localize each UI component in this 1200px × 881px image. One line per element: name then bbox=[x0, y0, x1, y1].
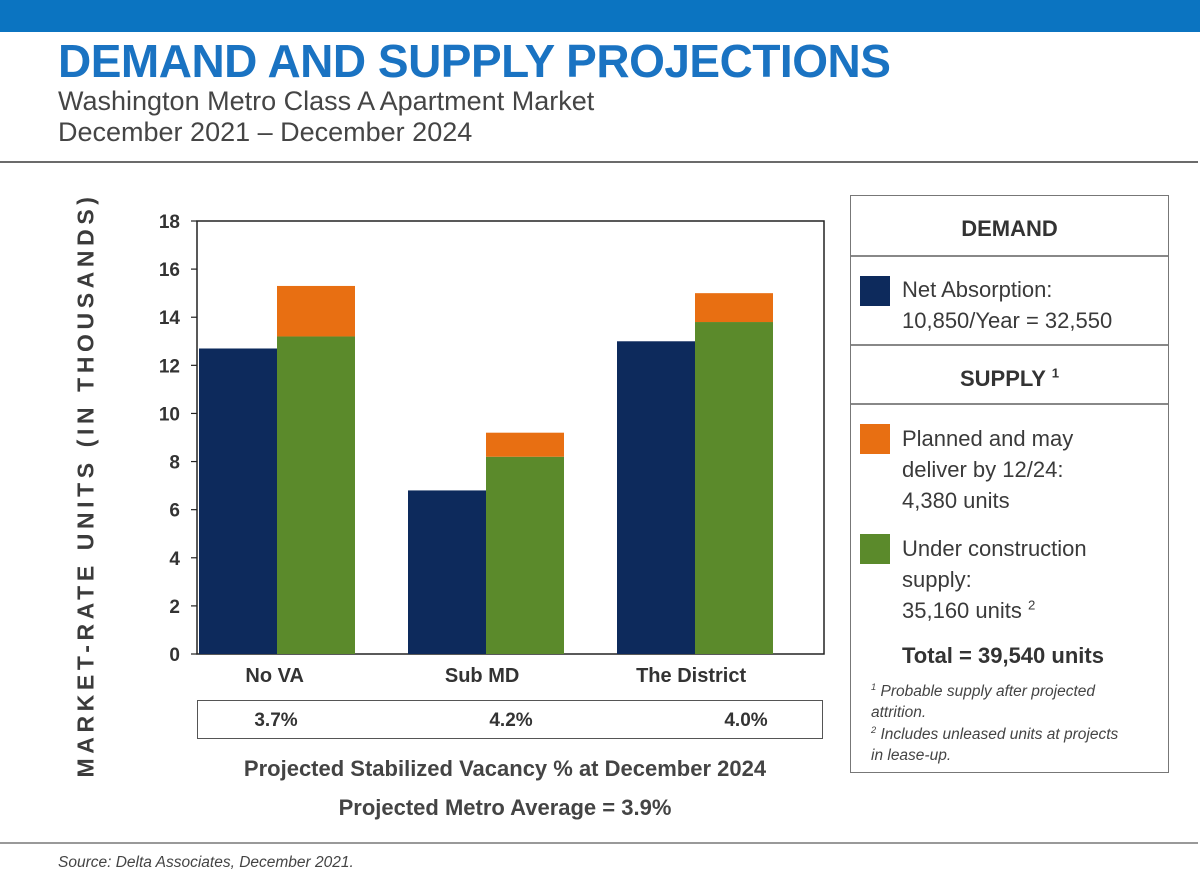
supply-footnote-ref: 1 bbox=[1051, 365, 1060, 381]
legend-supply-header: SUPPLY 1 bbox=[851, 366, 1168, 392]
vacancy-caption: Projected Stabilized Vacancy % at Decemb… bbox=[243, 756, 767, 781]
y-tick-label: 8 bbox=[169, 453, 180, 474]
bar-planned-and-may-deliver-by-12-24-sub-md bbox=[486, 432, 564, 457]
footnote-2-text: Includes unleased units at projects bbox=[880, 726, 1119, 743]
y-tick-label: 4 bbox=[169, 549, 180, 570]
planned-swatch bbox=[860, 424, 890, 454]
subtitle-period: December 2021 – December 2024 bbox=[58, 117, 473, 147]
footnote-2: 2 Includes unleased units at projects in… bbox=[871, 724, 1118, 766]
legend-panel: DEMAND Net Absorption: 10,850/Year = 32,… bbox=[850, 195, 1169, 773]
footnote-1-line2: attrition. bbox=[871, 704, 927, 721]
legend-total: Total = 39,540 units bbox=[902, 643, 1104, 668]
legend-planned: Planned and may deliver by 12/24: 4,380 … bbox=[902, 423, 1073, 516]
x-category-label-sub-md: Sub MD bbox=[445, 665, 519, 687]
y-tick-label: 14 bbox=[159, 308, 181, 329]
bar-planned-and-may-deliver-by-12-24-no-va bbox=[277, 285, 355, 337]
net-absorption-value: 10,850/Year = 32,550 bbox=[902, 308, 1113, 333]
bar-under-construction-supply-no-va bbox=[277, 336, 355, 654]
page-title: DEMAND AND SUPPLY PROJECTIONS bbox=[58, 35, 891, 87]
footnote-1-line1: 1 Probable supply after projected bbox=[871, 681, 1095, 702]
page-subtitle: Washington Metro Class A Apartment Marke… bbox=[58, 86, 594, 148]
legend-under-construction: Under construction supply: 35,160 units … bbox=[902, 533, 1087, 626]
y-tick-label: 18 bbox=[159, 212, 180, 233]
x-category-label-no-va: No VA bbox=[245, 665, 304, 687]
y-tick-label: 12 bbox=[159, 356, 180, 377]
top-accent-bar bbox=[0, 0, 1200, 32]
net-absorption-swatch bbox=[860, 276, 890, 306]
bar-under-construction-supply-sub-md bbox=[486, 456, 564, 654]
supply-header-text: SUPPLY bbox=[959, 366, 1046, 391]
legend-divider bbox=[851, 255, 1168, 257]
under-construction-value: 35,160 units bbox=[902, 598, 1022, 623]
bar-net-absorption-the-district bbox=[617, 341, 695, 654]
subtitle-market: Washington Metro Class A Apartment Marke… bbox=[58, 86, 595, 116]
vacancy-no-va: 3.7% bbox=[254, 710, 298, 731]
vacancy-the-district: 4.0% bbox=[724, 710, 768, 731]
planned-label-line2: deliver by 12/24: bbox=[902, 457, 1064, 482]
y-tick-label: 10 bbox=[159, 404, 180, 425]
footnote-1: 1 Probable supply after projected attrit… bbox=[871, 681, 1095, 723]
bar-net-absorption-no-va bbox=[199, 348, 277, 654]
footnote-1-text: Probable supply after projected bbox=[880, 683, 1096, 700]
y-tick-label: 6 bbox=[169, 501, 180, 522]
y-tick-label: 0 bbox=[169, 645, 180, 666]
footnote-1-mark: 1 bbox=[871, 681, 877, 692]
planned-label-line1: Planned and may bbox=[902, 426, 1074, 451]
legend-divider bbox=[851, 403, 1168, 405]
net-absorption-label: Net Absorption: bbox=[902, 277, 1053, 302]
vacancy-sub-md: 4.2% bbox=[489, 710, 533, 731]
footnote-2-line1: 2 Includes unleased units at projects bbox=[871, 724, 1118, 745]
under-construction-swatch bbox=[860, 534, 890, 564]
bar-under-construction-supply-the-district bbox=[695, 322, 773, 654]
under-construction-label-line1: Under construction bbox=[902, 536, 1087, 561]
footer-divider bbox=[0, 842, 1198, 844]
x-category-label-the-district: The District bbox=[636, 665, 746, 687]
header-divider bbox=[0, 161, 1198, 163]
legend-net-absorption: Net Absorption: 10,850/Year = 32,550 bbox=[902, 274, 1112, 336]
vacancy-row: 3.7% 4.2% 4.0% bbox=[197, 700, 823, 739]
legend-divider bbox=[851, 344, 1168, 346]
bar-planned-and-may-deliver-by-12-24-the-district bbox=[695, 293, 773, 323]
y-tick-label: 16 bbox=[159, 260, 180, 281]
under-construction-label-line2: supply: bbox=[902, 567, 972, 592]
under-construction-value-line: 35,160 units 2 bbox=[902, 595, 1087, 626]
source-note: Source: Delta Associates, December 2021. bbox=[58, 854, 354, 871]
footnote-2-mark: 2 bbox=[871, 724, 877, 735]
legend-demand-header: DEMAND bbox=[961, 216, 1058, 241]
y-tick-label: 2 bbox=[169, 597, 180, 618]
planned-value: 4,380 units bbox=[902, 488, 1010, 513]
metro-average: Projected Metro Average = 3.9% bbox=[338, 795, 672, 820]
footnote-2-line2: in lease-up. bbox=[871, 747, 952, 764]
under-construction-footnote-ref: 2 bbox=[1028, 597, 1036, 613]
bar-net-absorption-sub-md bbox=[408, 490, 486, 654]
